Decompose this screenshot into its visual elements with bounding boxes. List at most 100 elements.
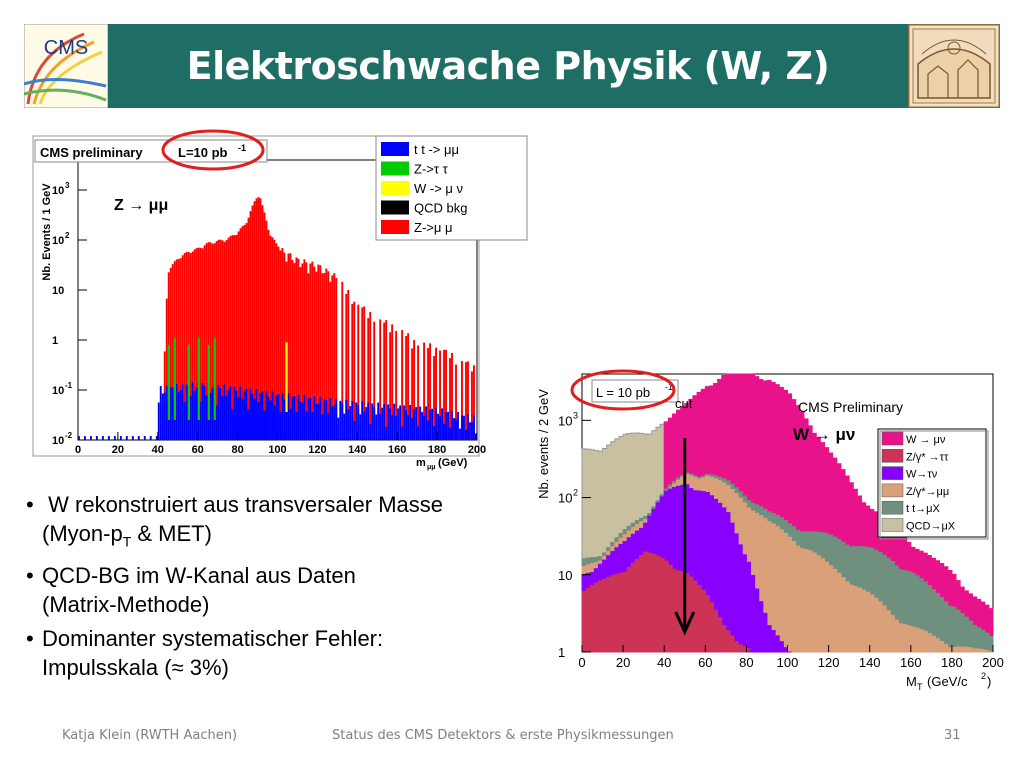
- z-tautau-bar: [187, 344, 190, 420]
- z-legend-swatch: [381, 181, 409, 195]
- ttbar-bar: [437, 413, 439, 440]
- ttbar-bar: [185, 384, 188, 440]
- ttbar-bar: [387, 404, 390, 440]
- z-tautau-bar: [207, 344, 210, 420]
- ttbar-bar: [193, 391, 196, 440]
- z-legend-swatch: [381, 220, 409, 234]
- z-mumu-bar: [317, 264, 320, 440]
- bullet-subscript: T: [122, 533, 132, 550]
- w-legend-swatch: [881, 518, 904, 532]
- z-mumu-bar: [311, 261, 314, 440]
- ttbar-bar: [257, 402, 260, 440]
- ttbar-bar: [425, 406, 428, 440]
- ttbar-bar: [411, 418, 414, 440]
- ttbar-bar: [429, 410, 432, 440]
- ttbar-bar: [325, 400, 328, 440]
- ttbar-bar: [159, 386, 162, 440]
- z-mumu-bar: [297, 258, 300, 440]
- z-y-tick-exp: -1: [65, 381, 73, 390]
- slide-title: Elektroschwache Physik (W, Z): [186, 44, 830, 88]
- z-y-axis-label: Nb. Events / 1 GeV: [41, 183, 53, 281]
- footer-talk-title: Status des CMS Detektors & erste Physikm…: [332, 728, 674, 743]
- z-x-tick-label: 20: [112, 444, 124, 456]
- z-mumu-bar: [305, 262, 308, 440]
- z-y-tick-exp: -2: [65, 431, 73, 440]
- w-legend-label: Z/γ*→μμ: [906, 486, 949, 498]
- ttbar-bar: [413, 409, 416, 440]
- ttbar-bar: [403, 405, 406, 440]
- w-legend-label: W→τν: [906, 469, 938, 481]
- z-mumu-bar: [351, 303, 354, 440]
- z-mumu-bar: [251, 205, 254, 440]
- w-series-area: [581, 551, 752, 653]
- z-mumu-bar: [405, 335, 408, 440]
- ttbar-bar: [149, 436, 152, 440]
- w-x-tick-label: 200: [982, 655, 1004, 670]
- z-mumu-bar: [331, 275, 334, 440]
- ttbar-bar: [235, 390, 238, 440]
- z-x-tick-label: 200: [468, 444, 486, 456]
- ttbar-bar: [419, 406, 422, 440]
- ttbar-bar: [293, 396, 296, 440]
- ttbar-bar: [273, 405, 276, 440]
- ttbar-bar: [471, 422, 473, 440]
- z-mumu-bar: [191, 251, 194, 440]
- z-mumu-bar: [259, 198, 262, 440]
- bullet-list: • W rekonstruiert aus transversaler Mass…: [26, 490, 526, 687]
- z-mumu-bar: [313, 266, 316, 440]
- z-mumu-bar: [467, 361, 469, 440]
- ttbar-bar: [335, 398, 338, 440]
- w-legend-swatch: [881, 431, 904, 446]
- ttbar-bar: [357, 404, 360, 440]
- ttbar-bar: [441, 408, 443, 440]
- z-mumu-bar: [411, 348, 414, 440]
- ttbar-bar: [319, 396, 322, 440]
- z-x-tick-label: 140: [348, 444, 366, 456]
- z-mumu-bar: [345, 293, 348, 440]
- ttbar-bar: [263, 410, 266, 440]
- z-mumu-bar: [255, 198, 258, 440]
- ttbar-bar: [221, 396, 224, 440]
- ttbar-bar: [375, 414, 378, 440]
- ttbar-bar: [101, 436, 104, 440]
- z-mumu-bar: [281, 247, 284, 440]
- w-legend-swatch: [881, 483, 904, 498]
- ttbar-bar: [163, 392, 166, 440]
- bullet-item: • Dominanter systematischer Fehler: Impu…: [26, 626, 384, 681]
- ttbar-bar: [461, 415, 463, 440]
- z-mumu-bar: [327, 271, 330, 440]
- z-mumu-bar: [417, 345, 420, 440]
- w-legend-label: QCD→μX: [906, 521, 956, 533]
- w-x-tick-label: 20: [616, 655, 630, 670]
- w-legend-label: Z/γ* →ττ: [906, 451, 949, 463]
- ttbar-bar: [421, 411, 424, 440]
- z-mumu-bar: [367, 318, 370, 440]
- z-y-tick-label: 10: [52, 235, 64, 247]
- ttbar-bar: [473, 415, 475, 440]
- z-x-axis-label: m: [416, 457, 426, 469]
- ttbar-bar: [291, 396, 294, 440]
- svg-text:CMS: CMS: [44, 37, 88, 59]
- z-mumu-bar: [271, 237, 274, 440]
- ttbar-bar: [203, 385, 206, 440]
- cut-arrowhead: [674, 611, 696, 636]
- z-mumu-bar: [333, 273, 336, 440]
- z-y-tick-exp: 3: [65, 181, 70, 190]
- w-x-axis-unit-close: ): [987, 674, 991, 689]
- z-mumu-bar: [407, 333, 410, 440]
- z-mumu-bar: [227, 237, 230, 440]
- z-mumu-bar: [193, 249, 196, 440]
- z-legend-label: Z->μ μ: [414, 220, 452, 235]
- z-y-tick-exp: 2: [65, 231, 70, 240]
- z-mumu-bar: [249, 211, 252, 440]
- z-mumu-bar: [265, 220, 268, 440]
- ttbar-bar: [78, 436, 80, 440]
- ttbar-bar: [355, 402, 358, 440]
- ttbar-bar: [223, 384, 226, 440]
- z-mumu-bar: [247, 217, 250, 440]
- z-process-annotation: Z → μμ: [114, 197, 168, 214]
- w-y-tick-label: 10: [558, 491, 572, 506]
- z-mumu-bar: [465, 362, 467, 440]
